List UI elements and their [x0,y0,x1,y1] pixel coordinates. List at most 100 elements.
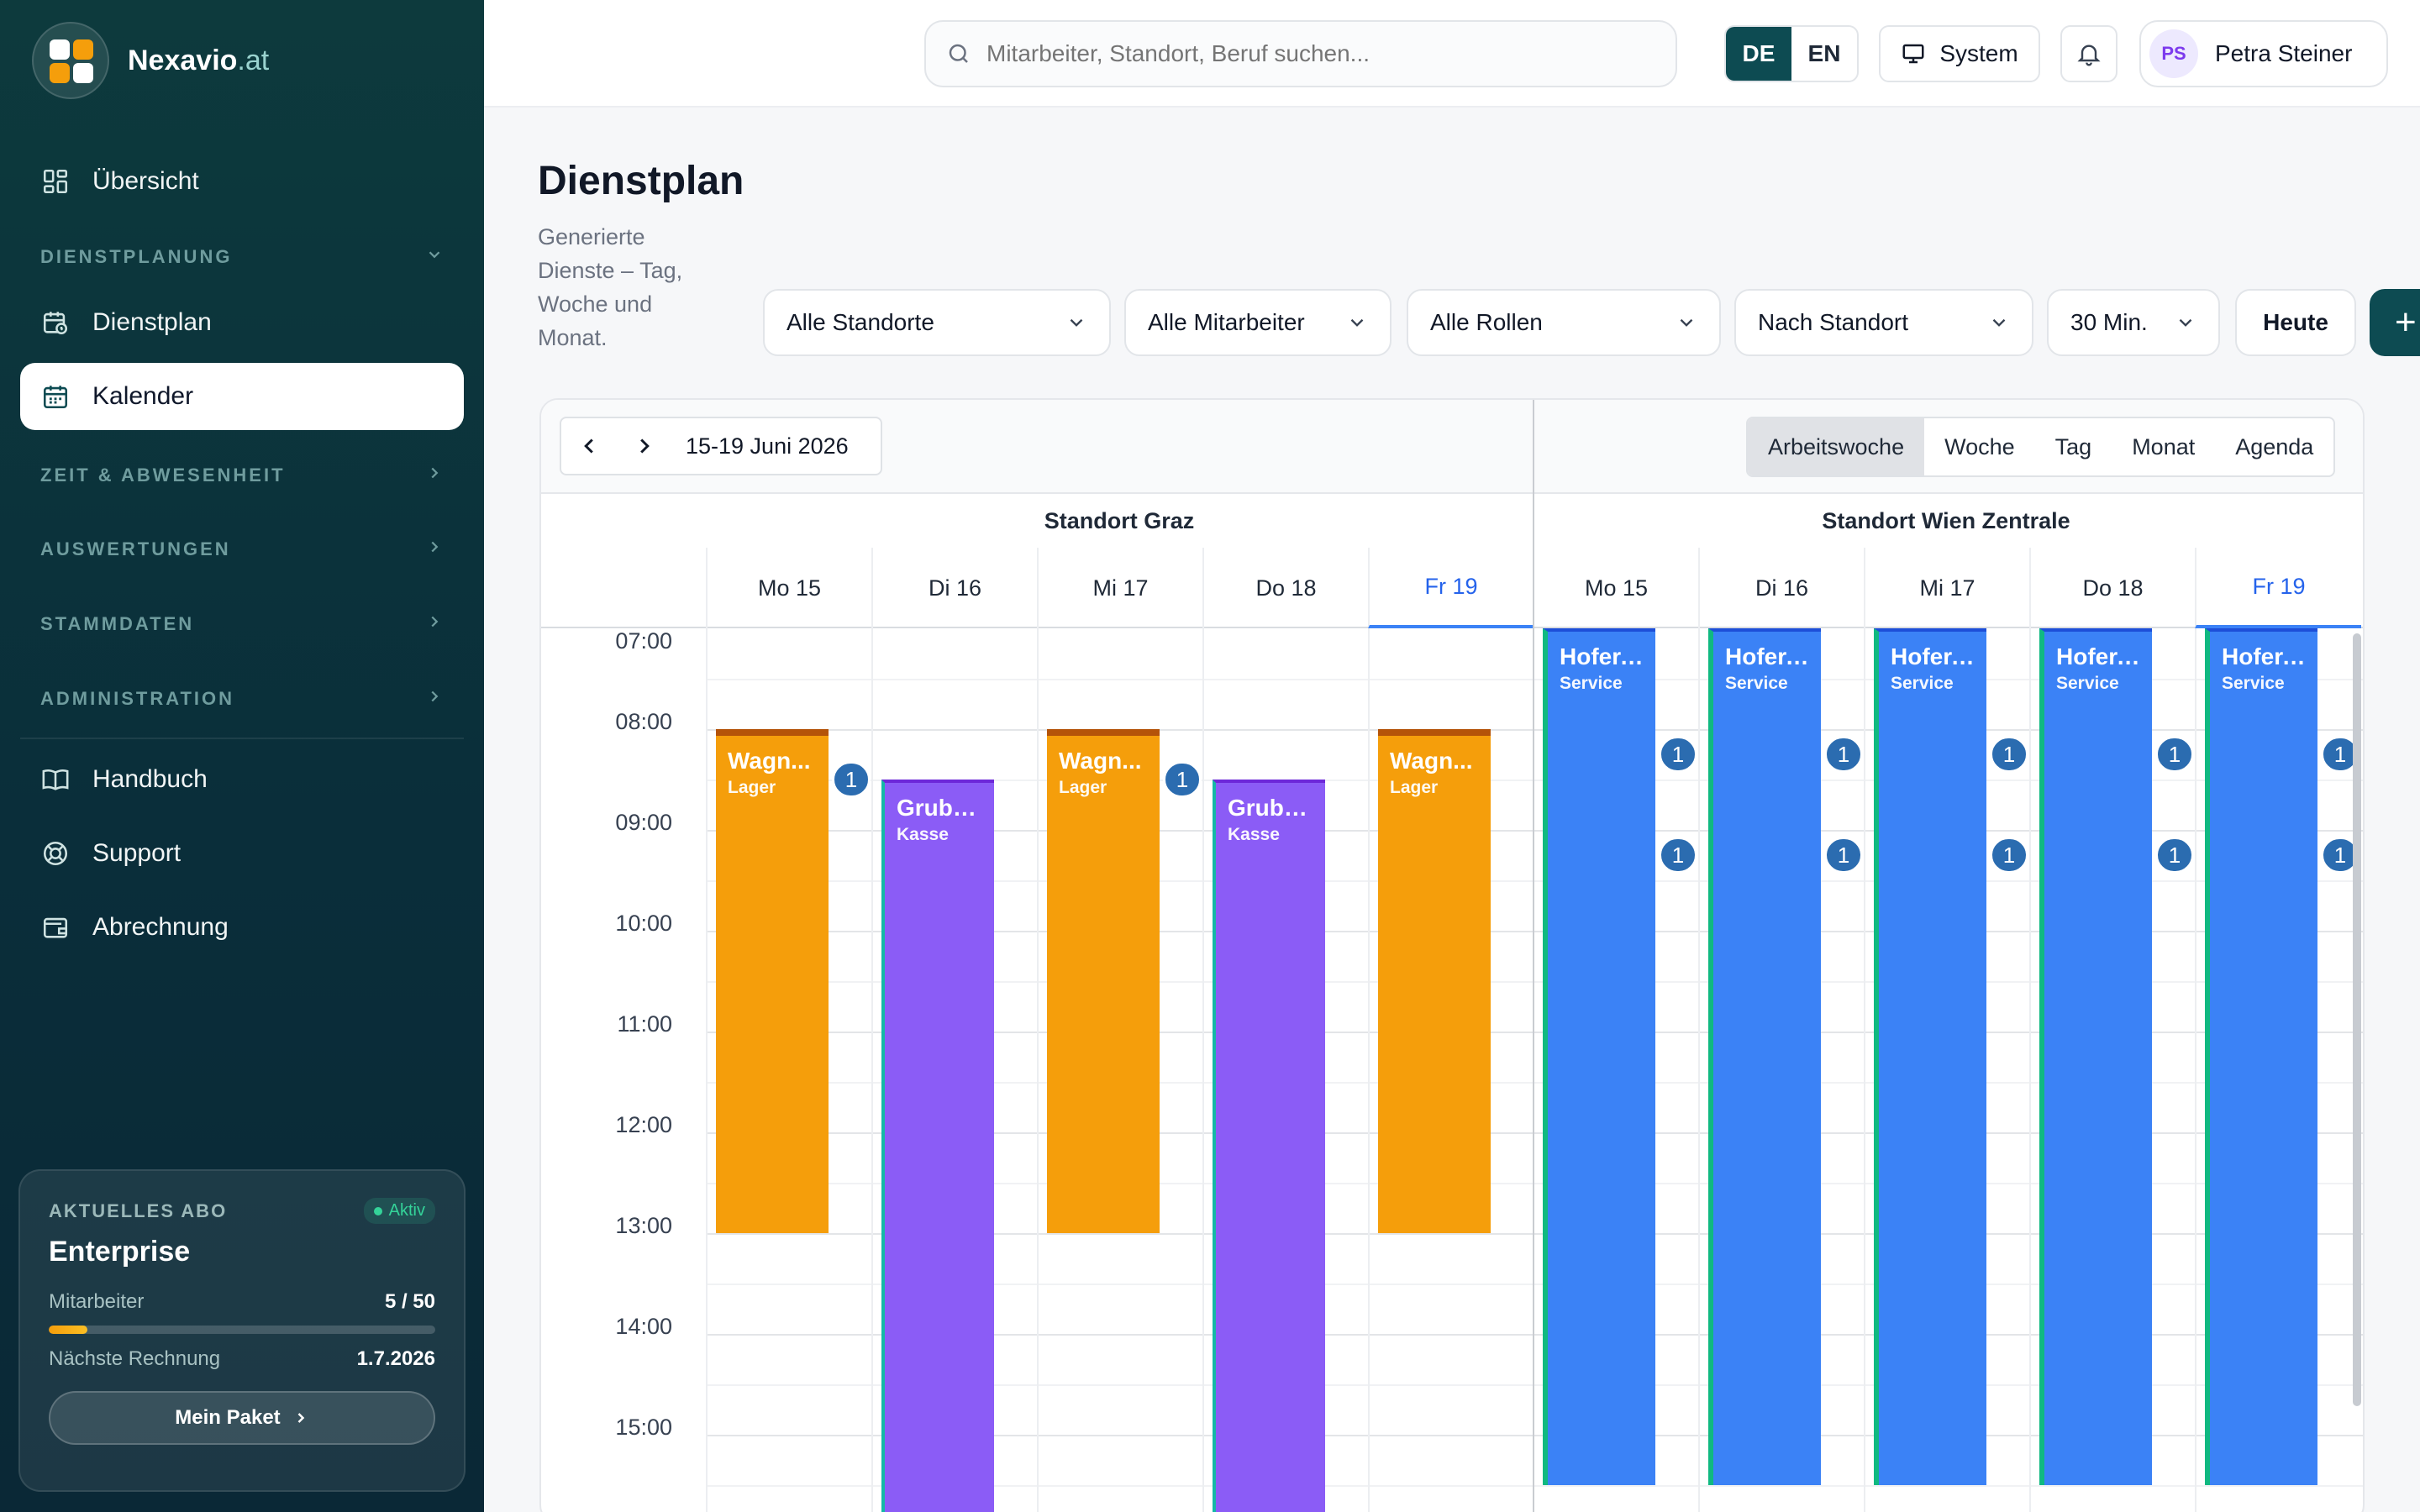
chevron-down-icon [1346,312,1368,333]
lifebuoy-icon [40,838,71,869]
view-month-tab[interactable]: Monat [2132,433,2196,459]
page-subtitle: Generierte Dienste – Tag, Woche und Mona… [538,224,683,350]
more-events-badge[interactable]: 1 [1990,736,2028,773]
shift-event[interactable]: Hofer, ... Service [1874,628,1986,1485]
day-header[interactable]: Mi 17 [1864,548,2029,628]
date-navigation: 15-19 Juni 2026 [560,417,882,475]
sidebar-item-label: Übersicht [92,167,199,195]
user-name: Petra Steiner [2215,40,2353,66]
date-range: 15-19 Juni 2026 [686,433,849,459]
view-switcher: Arbeitswoche Woche Tag Monat Agenda [1746,417,2336,477]
chevron-right-icon [425,538,444,561]
lang-de-button[interactable]: DE [1726,27,1791,81]
more-events-badge[interactable]: 1 [1163,761,1202,798]
more-events-badge[interactable]: 1 [1824,837,1863,874]
location-filter[interactable]: Alle Standorte [763,289,1111,356]
brand-name: Nexavio.at [128,44,270,76]
time-label: 13:00 [615,1213,672,1238]
calendar-icon [40,381,71,412]
day-header[interactable]: Do 18 [1202,548,1368,628]
progress-fill [49,1326,87,1334]
sidebar-item-overview[interactable]: Übersicht [20,148,464,215]
shift-event[interactable]: Hofer, ... Service [2205,628,2317,1485]
user-menu[interactable]: PS Petra Steiner [2139,20,2388,87]
theme-system-button[interactable]: System [1879,25,2040,82]
more-events-badge[interactable]: 1 [1659,736,1697,773]
shift-event[interactable]: Wagn... Lager [1378,729,1491,1233]
brand[interactable]: Nexavio.at [32,22,269,99]
today-button[interactable]: Heute [2235,289,2356,356]
view-agenda-tab[interactable]: Agenda [2235,433,2314,459]
shift-event[interactable]: Grube... Kasse [1213,780,1325,1512]
sidebar-item-abrechnung[interactable]: Abrechnung [20,894,464,961]
plan-label: AKTUELLES ABO [49,1200,228,1221]
wallet-icon [40,912,71,942]
view-day-tab[interactable]: Tag [2054,433,2092,459]
more-events-badge[interactable]: 1 [2155,837,2194,874]
sidebar-item-dienstplan[interactable]: Dienstplan [20,289,464,356]
day-header-today[interactable]: Fr 19 [2195,548,2361,628]
role-filter[interactable]: Alle Rollen [1407,289,1721,356]
chevron-right-icon [425,612,444,636]
more-events-badge[interactable]: 1 [1659,837,1697,874]
interval-select[interactable]: 30 Min. [2047,289,2220,356]
more-events-badge[interactable]: 1 [1990,837,2028,874]
view-week-tab[interactable]: Woche [1944,433,2015,459]
sidebar-item-handbuch[interactable]: Handbuch [20,746,464,813]
time-label: 09:00 [615,810,672,835]
employee-filter[interactable]: Alle Mitarbeiter [1124,289,1392,356]
day-header[interactable]: Mo 15 [706,548,871,628]
day-header[interactable]: Di 16 [871,548,1037,628]
view-workweek-tab[interactable]: Arbeitswoche [1748,418,1925,475]
invoice-value: 1.7.2026 [356,1347,435,1370]
shift-event[interactable]: Wagn... Lager [716,729,829,1233]
add-shift-button[interactable]: + [2370,289,2420,356]
time-label: 11:00 [617,1011,672,1037]
section-administration[interactable]: ADMINISTRATION [40,687,444,711]
sidebar: Nexavio.at Übersicht DIENSTPLANUNG Diens… [0,0,484,1512]
section-zeit-abwesenheit[interactable]: ZEIT & ABWESENHEIT [40,464,444,487]
chevron-right-icon [425,687,444,711]
sidebar-item-kalender[interactable]: Kalender [20,363,464,430]
time-label: 10:00 [615,911,672,936]
more-events-badge[interactable]: 1 [2155,736,2194,773]
lang-en-button[interactable]: EN [1807,40,1841,66]
day-header[interactable]: Di 16 [1698,548,1864,628]
bell-icon [2075,40,2102,67]
shift-event[interactable]: Hofer, ... Service [2039,628,2152,1485]
day-header[interactable]: Mo 15 [1533,548,1698,628]
shift-event[interactable]: Wagn... Lager [1047,729,1160,1233]
day-header-today[interactable]: Fr 19 [1368,548,1533,628]
subscription-card: AKTUELLES ABO Aktiv Enterprise Mitarbeit… [18,1169,466,1492]
section-dienstplanung[interactable]: DIENSTPLANUNG [40,245,444,269]
prev-button[interactable] [561,418,617,474]
my-plan-button[interactable]: Mein Paket [49,1391,435,1445]
day-header[interactable]: Mi 17 [1037,548,1202,628]
calendar-scrollbar[interactable] [2353,633,2361,1406]
notifications-button[interactable] [2060,25,2118,82]
chevron-down-icon [1676,312,1697,333]
search-input[interactable] [986,40,1642,67]
search-box[interactable] [924,20,1677,87]
status-badge: Aktiv [363,1198,435,1224]
calendar-header: Standort Graz Standort Wien Zentrale Mo … [541,494,2363,628]
time-label: 15:00 [615,1415,672,1440]
chevron-down-icon [2175,312,2196,333]
chevron-right-icon [632,433,657,459]
time-label: 14:00 [615,1314,672,1339]
next-button[interactable] [617,418,672,474]
plan-name: Enterprise [49,1236,191,1268]
shift-event[interactable]: Grube... Kasse [881,780,994,1512]
section-stammdaten[interactable]: STAMMDATEN [40,612,444,636]
chevron-left-icon [576,433,602,459]
sidebar-item-support[interactable]: Support [20,820,464,887]
page-title: Dienstplan [538,159,744,203]
day-header[interactable]: Do 18 [2029,548,2195,628]
shift-event[interactable]: Hofer, ... Service [1708,628,1821,1485]
group-by-select[interactable]: Nach Standort [1734,289,2033,356]
shift-event[interactable]: Hofer, ... Service [1543,628,1655,1485]
topbar: DE EN System PS Petra Steiner [484,0,2420,108]
more-events-badge[interactable]: 1 [1824,736,1863,773]
section-auswertungen[interactable]: AUSWERTUNGEN [40,538,444,561]
more-events-badge[interactable]: 1 [832,761,871,798]
